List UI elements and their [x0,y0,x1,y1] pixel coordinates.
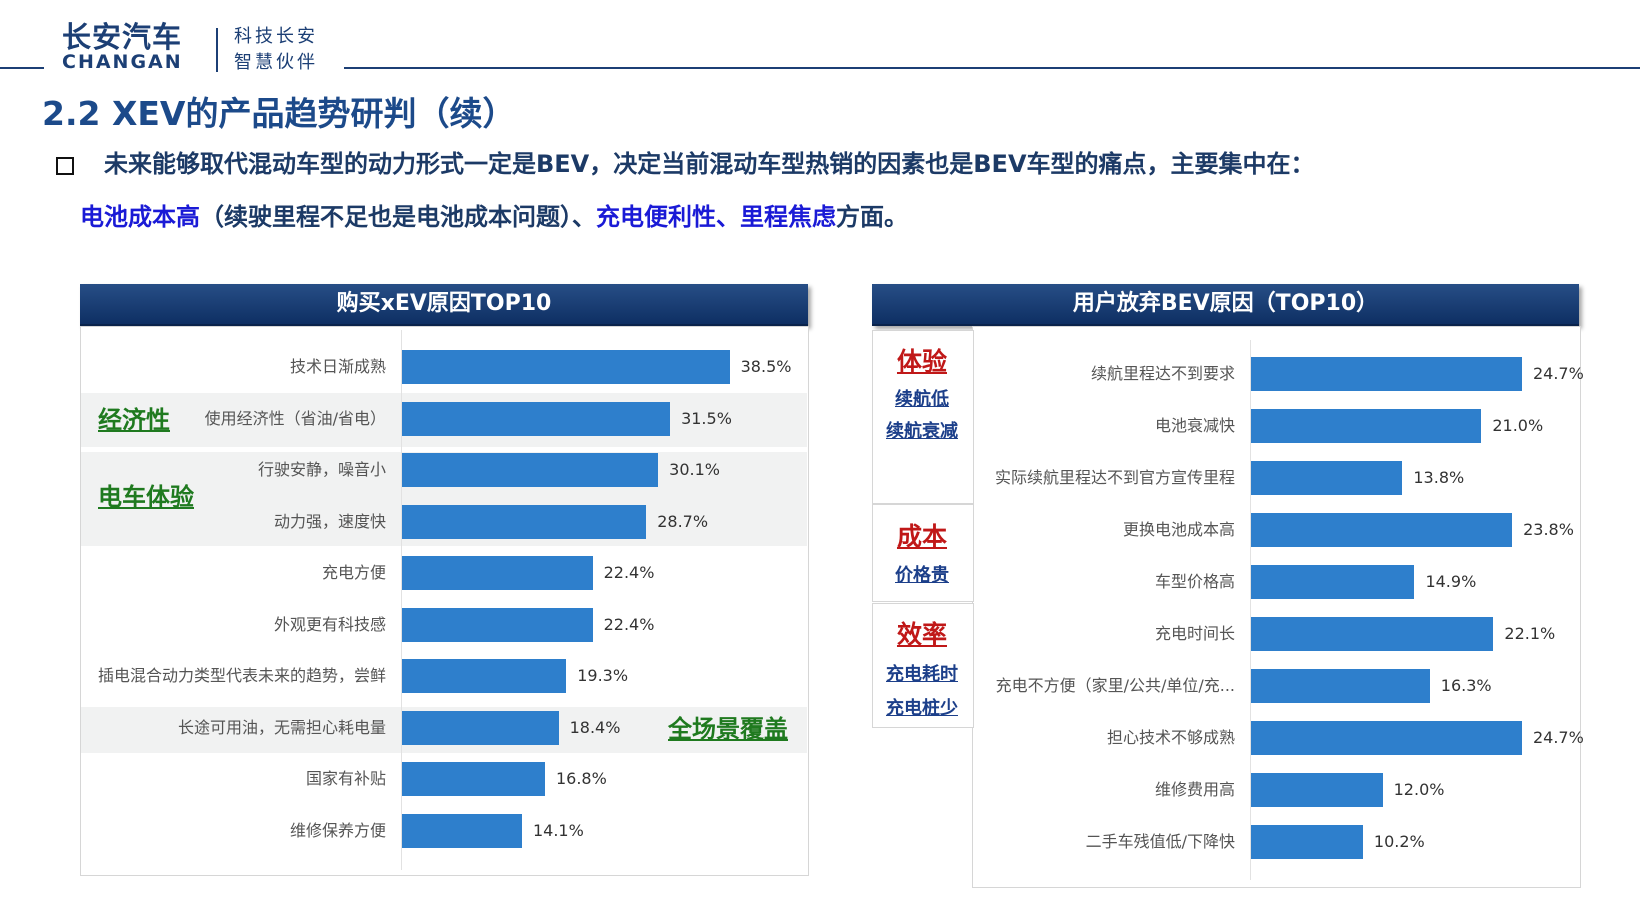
few-piles-label: 充电桩少 [886,698,958,719]
experience-label: 体验 [896,347,947,376]
logo-english: CHANGAN [62,51,183,73]
intro-text: （续驶里程不足也是电池成本问题）、 [200,203,596,231]
header-rule-left [0,67,44,69]
charge-time-label: 充电耗时 [886,664,958,685]
experience-box [872,330,974,504]
economy-label: 经济性 [98,406,170,434]
intro-line1: 未来能够取代混动车型的动力形式一定是BEV，决定当前混动车型热销的因素也是BEV… [104,150,1315,178]
left-axis-line [401,330,402,870]
price-high-label: 价格贵 [895,565,949,586]
intro-line2: 电池成本高（续驶里程不足也是电池成本问题）、充电便利性、里程焦虑方面。 [80,200,908,234]
ev-experience-label: 电车体验 [98,483,194,511]
slogan-line2: 智慧伙伴 [234,52,318,73]
economy-band [81,393,807,447]
right-chart-title: 用户放弃BEV原因（TOP10） [872,284,1579,326]
range-decay-label: 续航衰减 [886,421,958,442]
range-low-label: 续航低 [895,389,949,410]
page-title: 2.2 XEV的产品趋势研判（续） [42,94,516,133]
intro-text-end: 方面。 [836,203,908,231]
intro-highlight-charging: 充电便利性、里程焦虑 [596,203,836,231]
right-axis-line [1250,340,1251,880]
left-chart-title: 购买xEV原因TOP10 [80,284,808,326]
intro-highlight-battery: 电池成本高 [80,203,200,231]
efficiency-label: 效率 [896,620,947,649]
bullet-square-icon [56,157,74,175]
all-scenarios-label: 全场景覆盖 [668,715,788,743]
efficiency-box [872,603,974,728]
logo-text: 长安汽车 [62,20,183,54]
logo-separator [216,28,218,72]
cost-label: 成本 [896,522,947,551]
cost-box [872,504,974,602]
header-rule-right [344,67,1640,69]
right-chart-panel [972,326,1581,888]
slogan-line1: 科技长安 [234,26,318,47]
